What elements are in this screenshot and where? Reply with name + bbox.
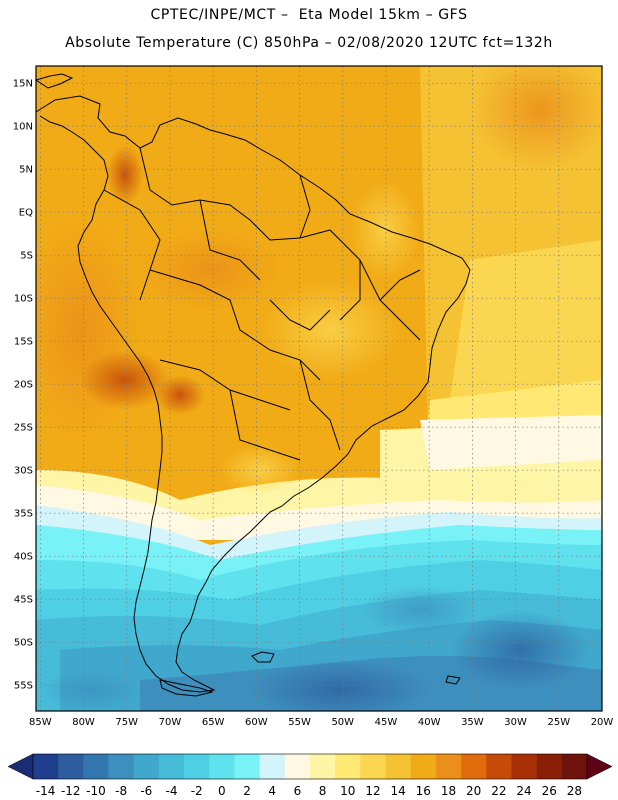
colorbar-label: 4: [268, 784, 276, 798]
colorbar-label: 22: [491, 784, 506, 798]
colorbar-swatch: [133, 754, 160, 779]
colorbar-swatch: [259, 754, 286, 779]
temperature-field: [36, 66, 602, 711]
map-frame: [35, 65, 603, 712]
lat-label: 45S: [14, 595, 33, 606]
colorbar-swatch: [108, 754, 135, 779]
lat-label: 40S: [14, 552, 33, 563]
colorbar-label: -14: [36, 784, 56, 798]
colorbar-swatch: [234, 754, 260, 779]
colorbar-label: 0: [218, 784, 226, 798]
colorbar-swatch: [461, 754, 487, 779]
colorbar-swatch: [385, 754, 412, 779]
latitude-labels: 15N 10N 5N EQ 5S 10S 15S 20S 25S 30S 35S 40S 45S 50S 5…: [13, 79, 33, 692]
colorbar-swatch: [33, 754, 59, 779]
colorbar-label: -10: [86, 784, 106, 798]
colorbar-swatch: [209, 754, 235, 779]
colorbar-swatch: [536, 754, 563, 779]
colorbar-swatch: [158, 754, 185, 779]
colorbar-label: 28: [567, 784, 582, 798]
colorbar-label: 6: [294, 784, 302, 798]
colorbar-swatch: [58, 754, 84, 779]
colorbar-label: -6: [140, 784, 152, 798]
lat-label: 10N: [13, 122, 33, 133]
lon-label: 50W: [331, 717, 354, 728]
lon-label: 25W: [547, 717, 570, 728]
colorbar-swatch: [360, 754, 386, 779]
colorbar-label: -12: [61, 784, 81, 798]
lat-label: 30S: [14, 466, 33, 477]
lon-label: 30W: [504, 717, 527, 728]
colorbar-label: 12: [365, 784, 380, 798]
lat-label: EQ: [19, 208, 33, 219]
lat-label: 35S: [14, 509, 33, 520]
colorbar-label: 14: [390, 784, 405, 798]
lon-label: 80W: [72, 717, 95, 728]
colorbar: -14 -12 -10 -8 -6 -4 -2 0 2 4 6 8 10 12 14 16 18 20 22 24 26…: [7, 753, 613, 798]
colorbar-swatch: [410, 754, 437, 779]
lon-label: 35W: [461, 717, 484, 728]
lat-label: 55S: [14, 681, 33, 692]
lon-label: 20W: [591, 717, 614, 728]
lon-label: 70W: [159, 717, 182, 728]
colorbar-label: 16: [416, 784, 431, 798]
lat-label: 25S: [14, 423, 33, 434]
colorbar-over-arrow: [586, 753, 613, 780]
lat-label: 15S: [14, 337, 33, 348]
lon-label: 45W: [375, 717, 398, 728]
lon-label: 75W: [115, 717, 138, 728]
lon-label: 65W: [202, 717, 225, 728]
colorbar-label: -8: [115, 784, 127, 798]
map-title: CPTEC/INPE/MCT – Eta Model 15km – GFS: [150, 7, 468, 23]
colorbar-label: 24: [516, 784, 531, 798]
colorbar-frame: [32, 753, 588, 780]
colorbar-swatch: [511, 754, 537, 779]
lat-label: 50S: [14, 638, 33, 649]
colorbar-swatch: [561, 754, 588, 779]
lat-label: 15N: [13, 79, 33, 90]
lon-label: 55W: [288, 717, 311, 728]
colorbar-swatch: [435, 754, 462, 779]
colorbar-label: 10: [340, 784, 355, 798]
colorbar-label: -4: [166, 784, 178, 798]
lat-label: 5N: [19, 165, 33, 176]
lon-label: 60W: [245, 717, 268, 728]
coastline: [34, 73, 471, 697]
colorbar-swatch: [284, 754, 311, 779]
colorbar-swatch: [83, 754, 109, 779]
longitude-labels: 85W 80W 75W 70W 65W 60W 55W 50W 45W 40W 35W 30W 25W 2…: [29, 717, 613, 728]
lat-label: 5S: [20, 251, 33, 262]
colorbar-under-arrow: [7, 753, 34, 780]
colorbar-swatch: [310, 754, 336, 779]
colorbar-label: 26: [542, 784, 557, 798]
lon-label: 85W: [29, 717, 52, 728]
colorbar-swatch: [486, 754, 512, 779]
colorbar-swatch: [184, 754, 210, 779]
map-subtitle: Absolute Temperature (C) 850hPa – 02/08/…: [65, 35, 553, 51]
colorbar-label: 2: [243, 784, 251, 798]
colorbar-label: -2: [191, 784, 203, 798]
lon-label: 40W: [418, 717, 441, 728]
lat-label: 20S: [14, 380, 33, 391]
colorbar-label: 18: [441, 784, 456, 798]
lat-label: 10S: [14, 294, 33, 305]
colorbar-label: 20: [466, 784, 481, 798]
colorbar-swatch: [335, 754, 361, 779]
colorbar-label: 8: [319, 784, 327, 798]
